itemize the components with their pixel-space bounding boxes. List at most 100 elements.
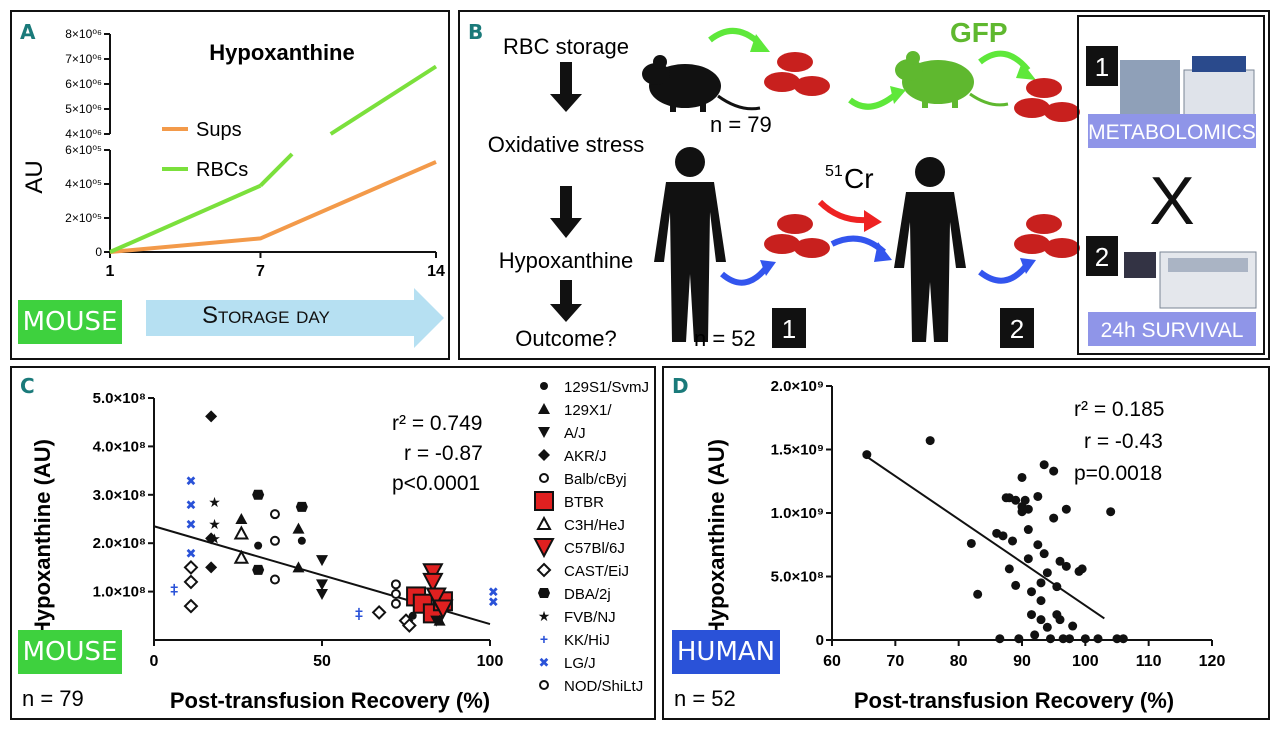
data-point — [1030, 630, 1040, 640]
data-point — [1027, 610, 1036, 620]
data-point — [1106, 507, 1116, 517]
metabolomics-label: METABOLOMICS — [1088, 121, 1256, 144]
axis-a-ytick-label: 5×10⁰⁶ — [65, 102, 102, 116]
data-point — [1061, 561, 1071, 571]
marker-a-j — [316, 589, 328, 601]
rbc-cluster-2 — [1014, 78, 1080, 122]
panel-d: D Hypoxanthine (AU) Post-transfusion Rec… — [662, 366, 1270, 720]
data-point — [1008, 536, 1017, 546]
axis-d-xtick-label: 110 — [1136, 653, 1162, 670]
rbc-cluster-1 — [764, 52, 830, 96]
axis-c-xtick-label: 0 — [150, 653, 159, 670]
panel-c-chart: Hypoxanthine (AU) Post-transfusion Recov… — [30, 379, 649, 713]
data-point — [1036, 596, 1046, 606]
axis-a-xtick-label: 14 — [427, 263, 445, 280]
data-point — [998, 531, 1008, 541]
data-point — [1023, 554, 1033, 564]
series-rbcs-line-lower — [109, 183, 262, 254]
legend-c-label: CAST/EiJ — [564, 563, 629, 580]
legend-c-label: C3H/HeJ — [564, 517, 625, 534]
axis-a-ytick-label: 4×10⁰⁵ — [65, 177, 102, 191]
marker-akr-j — [205, 410, 218, 423]
marker-c57bl-6j — [432, 599, 454, 620]
panel-d-chart: Hypoxanthine (AU) Post-transfusion Recov… — [704, 378, 1226, 713]
data-point — [1020, 495, 1030, 505]
green-arrowheads — [750, 34, 1036, 104]
marker-kk-hij: + — [170, 584, 178, 600]
series-sups-line — [109, 160, 437, 254]
data-point — [1061, 504, 1071, 514]
data-point — [1055, 615, 1065, 625]
chart-c-axes: 1.0×10⁸ 2.0×10⁸ 3.0×10⁸ 4.0×10⁸ 5.0×10⁸ 0 50 10… — [93, 390, 504, 670]
legend-c-label: 129X1/ — [564, 402, 612, 419]
storage-day-arrow — [146, 288, 444, 348]
legend-c-label: KK/HiJ — [564, 632, 610, 649]
method-1-box — [1086, 46, 1118, 86]
species-tag-mouse-a: MOUSE — [18, 300, 122, 344]
data-point — [1042, 568, 1052, 578]
marker-lg-j: ✖ — [186, 546, 197, 561]
marker-dba-2j — [538, 588, 550, 598]
data-point — [1036, 615, 1046, 625]
series-rbcs-line-upper — [329, 64, 438, 136]
regression-line-d — [863, 453, 1105, 620]
marker-dba-2j — [252, 564, 265, 575]
data-point — [1011, 495, 1021, 505]
marker-lg-j: ✖ — [488, 594, 499, 609]
data-point — [995, 634, 1005, 644]
method-1-label: 1 — [1095, 52, 1109, 82]
legend-sups-label: Sups — [196, 119, 242, 141]
chart-a-axes: 8×10⁰⁶ 7×10⁰⁶ 6×10⁰⁶ 5×10⁰⁶ 4×10⁰⁶ 6×10⁰⁵ 4×10… — [65, 27, 445, 280]
marker-129s1-svmj — [254, 541, 263, 550]
marker-129s1-svmj — [297, 536, 306, 545]
marker-129s1-svmj — [540, 382, 548, 390]
chart-d-xlabel: Post-transfusion Recovery (%) — [854, 688, 1174, 713]
stats-d-r: r = -0.43 — [1084, 430, 1163, 453]
data-point — [1065, 634, 1074, 644]
chart-c-legend: 129S1/SvmJ 129X1/A/J AKR/J Balb/cByj BTBR C3H… — [533, 379, 649, 695]
legend-c-label: LG/J — [564, 655, 596, 672]
human-recipient-icon — [894, 157, 966, 342]
species-tag-mouse-c: MOUSE — [18, 630, 122, 674]
axis-a-ytick-label: 6×10⁰⁵ — [65, 143, 102, 157]
n-human-label: n = 52 — [694, 326, 756, 351]
marker-129x1- — [292, 522, 305, 534]
cr-label: Cr — [844, 163, 874, 194]
data-point — [1118, 634, 1128, 644]
marker-c3h-hej — [536, 515, 552, 530]
marker-kk-hij: + — [355, 603, 363, 619]
chart-d-axes: 0 5.0×10⁸ 1.0×10⁹ 1.5×10⁹ 2.0×10⁹ 60 70 80 90 100… — [771, 378, 1226, 670]
step-1-label: 1 — [782, 314, 796, 344]
axis-c-xtick-label: 50 — [313, 653, 331, 670]
panel-b: B RBC storage Oxidative stress Hypoxanth… — [458, 10, 1270, 360]
marker-129x1- — [235, 513, 248, 524]
marker-cast-eij — [371, 604, 387, 620]
marker-dba-2j — [252, 489, 265, 500]
data-point — [1039, 549, 1049, 559]
data-point — [1068, 621, 1078, 631]
mouse-icon — [642, 55, 761, 112]
chart-c-points: ✖✖✖✖✖✖★★★++++ — [170, 410, 499, 633]
axis-d-ytick-label: 1.5×10⁹ — [771, 442, 824, 459]
data-point — [862, 450, 872, 460]
axis-d-ytick-label: 0 — [816, 632, 824, 649]
data-point — [1039, 460, 1049, 470]
data-point — [1077, 564, 1087, 574]
axis-a-xtick-label: 7 — [256, 263, 265, 280]
marker-c3h-hej — [233, 525, 250, 540]
panel-d-label: D — [672, 374, 689, 398]
chart-d-ylabel: Hypoxanthine (AU) — [704, 439, 729, 637]
marker-kk-hij: + — [355, 608, 363, 624]
data-point — [1080, 634, 1090, 644]
marker-akr-j — [205, 561, 218, 574]
marker-cast-eij — [183, 598, 199, 614]
data-point — [1027, 587, 1036, 597]
panel-c: C Hypoxanthine (AU) Post-transfusion Rec… — [10, 366, 656, 720]
human-donor-icon — [654, 147, 726, 342]
marker-129x1- — [292, 561, 305, 573]
panel-b-label: B — [468, 20, 484, 44]
marker-balb-cbyj — [269, 509, 280, 520]
legend-c-label: A/J — [564, 425, 586, 442]
data-point — [1011, 580, 1021, 590]
marker-balb-cbyj — [269, 535, 280, 546]
